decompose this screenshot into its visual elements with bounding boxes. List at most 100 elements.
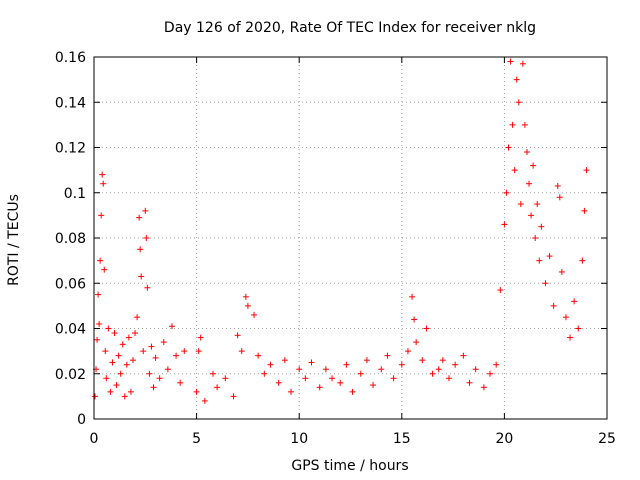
data-point <box>105 325 112 332</box>
data-point <box>423 325 430 332</box>
data-point <box>480 384 487 391</box>
data-point <box>244 302 251 309</box>
data-point <box>534 201 541 208</box>
data-point <box>136 214 143 221</box>
data-point <box>571 298 578 305</box>
data-point <box>567 334 574 341</box>
data-point <box>121 393 128 400</box>
data-point <box>125 334 132 341</box>
data-point <box>115 352 122 359</box>
data-point <box>275 379 282 386</box>
data-point <box>507 58 514 65</box>
data-point <box>349 388 356 395</box>
data-point <box>523 149 530 156</box>
y-tick-label: 0.04 <box>55 322 86 338</box>
data-point <box>513 76 520 83</box>
data-point <box>466 379 473 386</box>
x-tick-label: 25 <box>598 431 616 447</box>
y-tick-label: 0.08 <box>55 231 86 247</box>
chart-title: Day 126 of 2020, Rate Of TEC Index for r… <box>164 20 536 36</box>
data-point <box>472 366 479 373</box>
data-point <box>343 361 350 368</box>
data-point <box>123 361 130 368</box>
data-point <box>439 357 446 364</box>
data-point <box>515 99 522 106</box>
data-point <box>550 302 557 309</box>
data-point <box>390 375 397 382</box>
data-point <box>113 382 120 389</box>
data-point <box>581 207 588 214</box>
data-point <box>378 366 385 373</box>
data-point <box>177 379 184 386</box>
data-point <box>101 266 108 273</box>
data-point <box>460 352 467 359</box>
data-point <box>98 212 105 219</box>
data-points <box>92 58 590 404</box>
data-point <box>109 359 116 366</box>
data-point <box>497 287 504 294</box>
data-point <box>261 370 268 377</box>
data-point <box>487 370 494 377</box>
data-point <box>329 375 336 382</box>
data-point <box>96 320 103 327</box>
data-point <box>452 361 459 368</box>
data-point <box>238 348 245 355</box>
data-point <box>558 268 565 275</box>
y-ticks: 0 0.02 0.04 0.06 0.08 0.1 0.12 0.14 0.16 <box>55 50 607 428</box>
data-point <box>287 388 294 395</box>
data-point <box>267 361 274 368</box>
data-point <box>95 291 102 298</box>
data-point <box>435 366 442 373</box>
data-point <box>493 361 500 368</box>
y-axis-label: ROTI / TECUs <box>6 194 22 286</box>
data-point <box>398 361 405 368</box>
data-point <box>156 375 163 382</box>
data-point <box>521 121 528 128</box>
data-point <box>575 325 582 332</box>
data-point <box>119 341 126 348</box>
grid <box>94 57 607 419</box>
data-point <box>532 235 539 241</box>
data-point <box>509 121 516 128</box>
data-point <box>117 370 124 377</box>
data-point <box>251 311 258 318</box>
data-point <box>181 348 188 355</box>
data-point <box>152 354 159 361</box>
data-point <box>308 359 315 366</box>
data-point <box>134 314 141 321</box>
data-point <box>132 330 139 337</box>
data-point <box>127 388 134 395</box>
data-point <box>357 370 364 377</box>
data-point <box>526 180 533 187</box>
data-point <box>144 284 151 291</box>
data-point <box>210 370 217 377</box>
data-point <box>143 235 150 241</box>
y-tick-label: 0.16 <box>55 50 86 66</box>
data-point <box>413 339 420 346</box>
data-point <box>214 384 221 391</box>
data-point <box>530 162 537 169</box>
data-point <box>554 182 561 189</box>
data-point <box>583 167 590 174</box>
data-point <box>164 366 171 373</box>
x-tick-label: 15 <box>393 431 411 447</box>
data-point <box>195 348 202 355</box>
x-tick-label: 10 <box>290 431 308 447</box>
x-tick-label: 5 <box>192 431 201 447</box>
data-point <box>528 212 535 219</box>
x-tick-label: 20 <box>495 431 513 447</box>
data-point <box>322 366 329 373</box>
data-point <box>100 180 107 187</box>
x-tick-label: 0 <box>90 431 99 447</box>
data-point <box>411 316 418 323</box>
data-point <box>538 223 545 230</box>
data-point <box>505 144 512 151</box>
data-point <box>511 167 518 174</box>
data-point <box>193 388 200 395</box>
data-point <box>173 352 180 359</box>
data-point <box>138 273 145 280</box>
data-point <box>234 332 241 339</box>
data-point <box>296 366 303 373</box>
y-tick-label: 0.06 <box>55 276 86 292</box>
